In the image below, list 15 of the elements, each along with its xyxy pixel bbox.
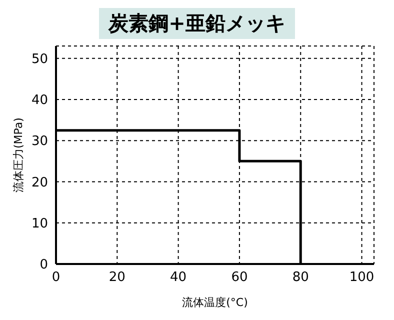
chart-title: 炭素鋼+亜鉛メッキ bbox=[98, 8, 296, 39]
y-tick-label: 40 bbox=[31, 93, 48, 108]
x-tick-label: 40 bbox=[170, 270, 187, 286]
x-tick-label: 20 bbox=[108, 270, 126, 286]
y-tick-label: 0 bbox=[40, 258, 48, 273]
y-tick-label: 50 bbox=[31, 52, 48, 67]
y-tick-label: 10 bbox=[31, 216, 48, 232]
y-tick-label: 20 bbox=[31, 175, 48, 190]
x-tick-label: 80 bbox=[292, 270, 309, 286]
x-tick-label: 60 bbox=[231, 270, 248, 286]
x-tick-label: 100 bbox=[349, 270, 374, 286]
y-axis-title: 流体圧力(MPa) bbox=[12, 118, 25, 192]
x-axis-title: 流体温度(°C) bbox=[182, 296, 248, 309]
x-tick-label: 0 bbox=[52, 270, 60, 286]
y-tick-label: 30 bbox=[31, 134, 48, 150]
